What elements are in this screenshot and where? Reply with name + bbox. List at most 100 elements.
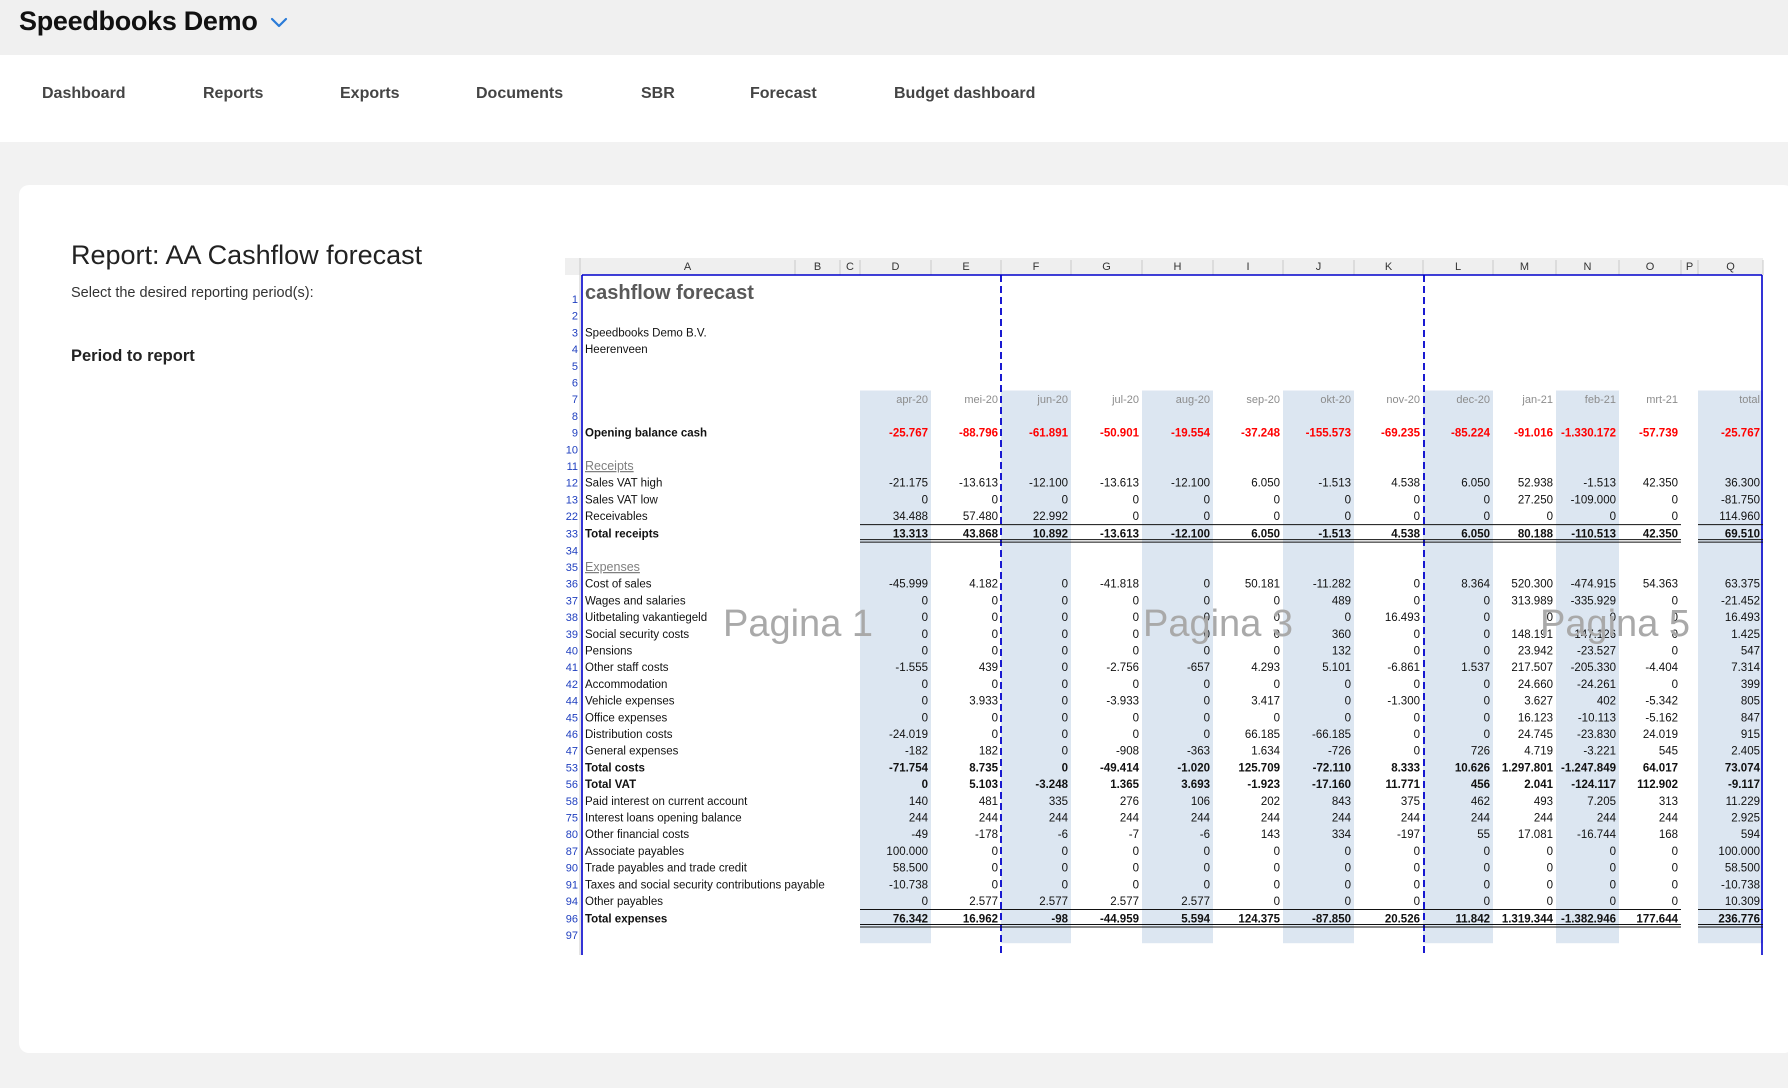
row-number: 33 xyxy=(566,529,578,541)
cell-value: -24.019 xyxy=(889,729,928,741)
cell-value: 2.577 xyxy=(969,896,998,908)
cell-value: 0 xyxy=(1672,863,1678,875)
cell-value: 2.405 xyxy=(1731,746,1760,758)
cell-value: -50.901 xyxy=(1100,428,1140,440)
nav-item-budget-dashboard[interactable]: Budget dashboard xyxy=(894,85,1036,102)
nav-item-exports[interactable]: Exports xyxy=(340,85,400,102)
cell-value: 0 xyxy=(1414,679,1420,691)
cell-value: 0 xyxy=(1345,494,1351,506)
cell-value: 0 xyxy=(1672,511,1678,523)
cell-value: -3.221 xyxy=(1583,746,1616,758)
cell-value: -37.248 xyxy=(1241,428,1281,440)
cell-value: 0 xyxy=(1133,846,1139,858)
cell-value: 0 xyxy=(992,712,998,724)
cell-value: 0 xyxy=(1062,595,1068,607)
nav-item-sbr[interactable]: SBR xyxy=(641,85,675,102)
row-number: 90 xyxy=(566,863,578,875)
column-letter-a: A xyxy=(684,261,692,273)
cell-value: 6.050 xyxy=(1461,478,1490,490)
row-number: 45 xyxy=(566,712,578,724)
cell-value: 0 xyxy=(1672,846,1678,858)
cell-value: 76.342 xyxy=(893,914,928,926)
cell-value: 0 xyxy=(1345,511,1351,523)
cell-value: 244 xyxy=(1401,813,1421,825)
cell-value: 545 xyxy=(1659,746,1678,758)
row-number: 46 xyxy=(566,729,578,741)
cell-value: -657 xyxy=(1187,662,1210,674)
cell-value: 4.538 xyxy=(1391,478,1420,490)
cell-value: -11.282 xyxy=(1313,579,1351,591)
cell-value: -12.100 xyxy=(1029,478,1068,490)
row-number: 4 xyxy=(572,344,578,356)
cell-value: 0 xyxy=(1062,762,1068,774)
column-letter-m: M xyxy=(1520,261,1529,273)
cell-value: 24.660 xyxy=(1518,679,1553,691)
cell-value: 0 xyxy=(992,863,998,875)
cell-value: 847 xyxy=(1741,712,1760,724)
cell-value: 80.188 xyxy=(1518,529,1554,541)
cell-value: 244 xyxy=(1471,813,1491,825)
chevron-down-icon[interactable] xyxy=(268,12,290,34)
cell-value: 0 xyxy=(1274,863,1280,875)
cell-value: 0 xyxy=(992,595,998,607)
row-number: 40 xyxy=(566,646,578,658)
cell-value: -66.185 xyxy=(1312,729,1351,741)
cell-value: 2.577 xyxy=(1039,896,1068,908)
cell-value: 0 xyxy=(992,629,998,641)
nav-item-documents[interactable]: Documents xyxy=(476,85,564,102)
row-number: 96 xyxy=(566,914,578,926)
cell-value: 0 xyxy=(1274,595,1280,607)
cell-value: 125.709 xyxy=(1238,762,1280,774)
cell-value: 4.293 xyxy=(1251,662,1280,674)
shaded-column-q xyxy=(1698,390,1763,944)
cell-value: -85.224 xyxy=(1451,428,1491,440)
column-letter-f: F xyxy=(1033,261,1040,273)
cell-value: 16.123 xyxy=(1518,712,1553,724)
cell-value: 217.507 xyxy=(1511,662,1553,674)
row-number: 75 xyxy=(566,813,578,825)
spreadsheet-grid: A B C D E F G H I J K L M N O P Q 1 cashflow forecast 2 3 Spe… xyxy=(565,258,1764,955)
cell-value: 58.500 xyxy=(1725,863,1760,875)
row-label: Other payables xyxy=(585,896,663,908)
row-number: 36 xyxy=(566,579,578,591)
cell-value: -21.452 xyxy=(1721,595,1760,607)
cell-value: -12.100 xyxy=(1171,529,1210,541)
cell-value: 244 xyxy=(1332,813,1352,825)
cell-value: -10.738 xyxy=(889,879,928,891)
cell-value: 5.594 xyxy=(1181,914,1210,926)
nav-item-reports[interactable]: Reports xyxy=(203,85,264,102)
cell-value: 0 xyxy=(1062,712,1068,724)
column-letter-l: L xyxy=(1455,261,1461,273)
cell-value: 0 xyxy=(1062,629,1068,641)
row-number: 2 xyxy=(572,311,578,323)
row-label: Other financial costs xyxy=(585,829,689,841)
cell-value: 0 xyxy=(1133,646,1139,658)
cell-value: 0 xyxy=(1484,595,1490,607)
cell-value: 399 xyxy=(1741,679,1760,691)
month-header: jun-20 xyxy=(1036,394,1068,406)
cell-value: 11.771 xyxy=(1385,779,1420,791)
cell-value: 73.074 xyxy=(1725,762,1761,774)
cell-value: 0 xyxy=(1133,511,1139,523)
row-label: Sales VAT high xyxy=(585,478,662,490)
sheet-title: cashflow forecast xyxy=(585,282,754,304)
cell-value: 0 xyxy=(1672,879,1678,891)
cell-value: -205.330 xyxy=(1571,662,1616,674)
cell-value: 0 xyxy=(1062,494,1068,506)
cell-value: 0 xyxy=(1204,846,1210,858)
month-header: mei-20 xyxy=(964,394,998,406)
cell-value: -2.756 xyxy=(1106,662,1139,674)
nav-item-dashboard[interactable]: Dashboard xyxy=(42,85,126,102)
month-header: sep-20 xyxy=(1246,394,1280,406)
nav-item-forecast[interactable]: Forecast xyxy=(750,85,817,102)
cell-value: 0 xyxy=(992,494,998,506)
cell-value: 1.319.344 xyxy=(1502,914,1554,926)
cell-value: 244 xyxy=(1534,813,1554,825)
cell-value: 168 xyxy=(1659,829,1678,841)
cell-value: 0 xyxy=(1133,494,1139,506)
cell-value: 0 xyxy=(1414,846,1420,858)
cell-value: 0 xyxy=(1414,896,1420,908)
column-letter-c: C xyxy=(846,261,854,273)
cell-value: 7.205 xyxy=(1587,796,1616,808)
page-watermark-1: Pagina 1 xyxy=(723,603,874,645)
